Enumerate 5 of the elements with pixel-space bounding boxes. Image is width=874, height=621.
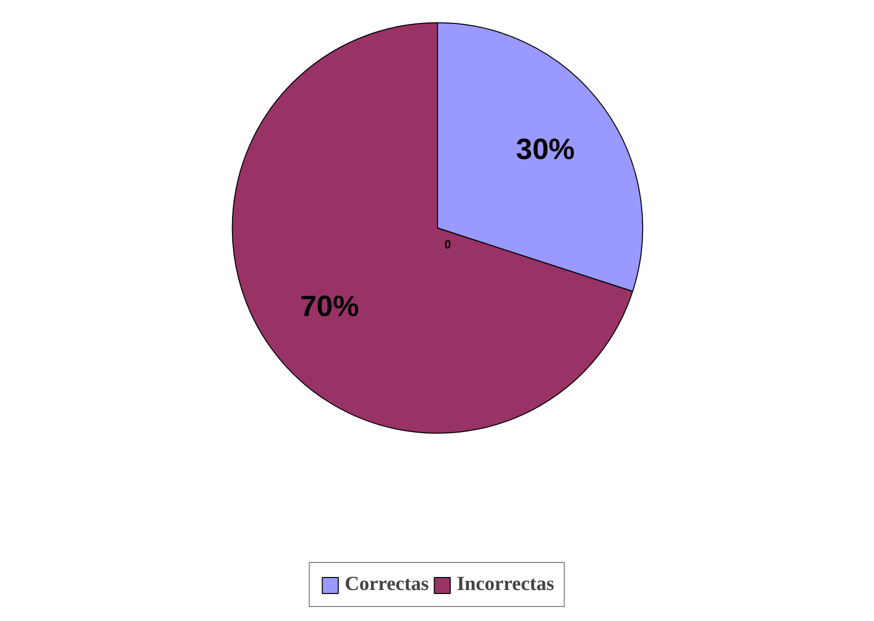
- data-label: 30%: [516, 133, 575, 166]
- legend-label: Incorrectas: [456, 573, 554, 596]
- legend-label: Correctas: [344, 573, 429, 596]
- data-label: 70%: [300, 290, 359, 323]
- text: 0: [444, 238, 452, 252]
